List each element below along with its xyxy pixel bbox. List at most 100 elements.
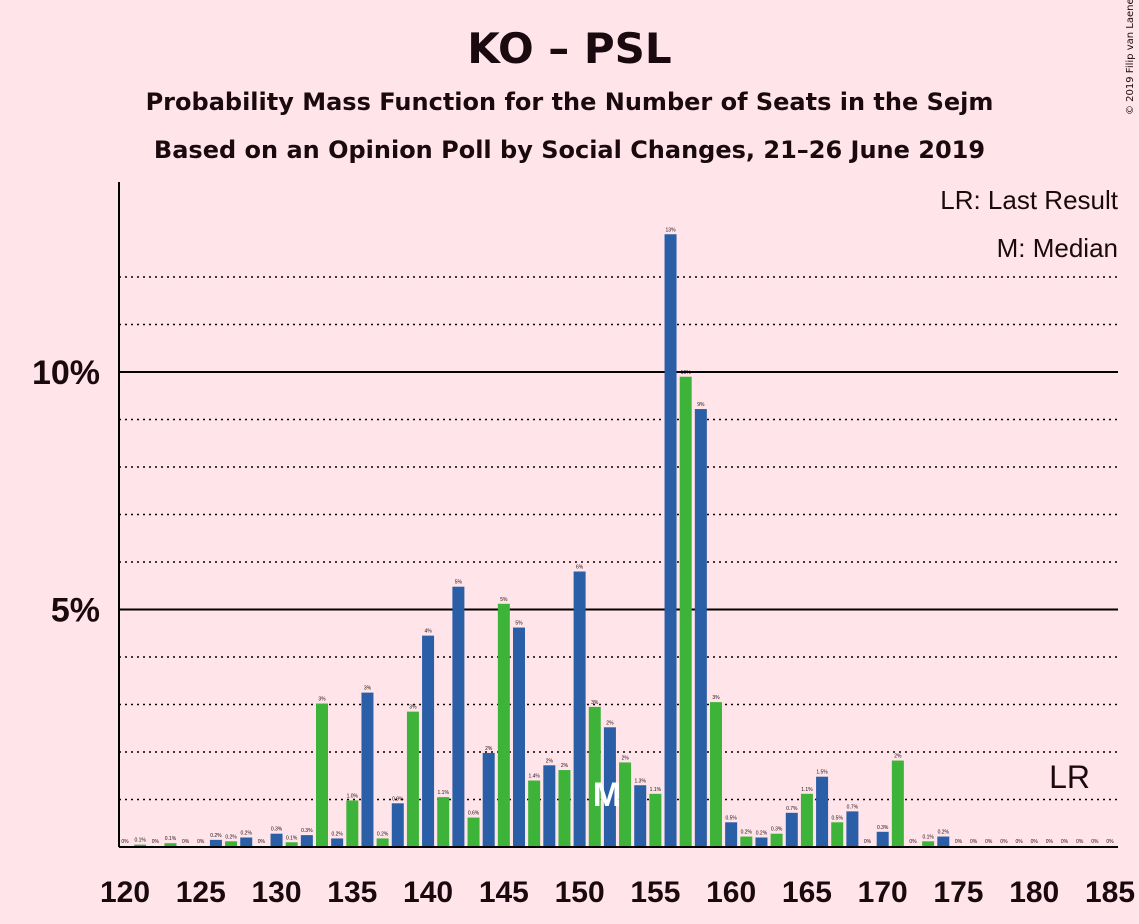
bar [497,603,510,847]
bar [876,831,889,847]
bar-value-label: 0% [182,839,190,845]
bar [467,817,480,847]
bar-value-label: 2% [894,754,902,760]
bar-value-label: 1.5% [816,770,828,776]
bar-value-label: 1.0% [347,793,359,799]
bar-value-label: 0% [909,839,917,845]
bar-value-label: 3% [591,700,599,706]
bar [725,822,738,847]
bar-value-label: 0.2% [225,834,237,840]
bar [209,839,222,847]
bar [452,586,465,847]
bar [528,780,541,847]
bar-value-label: 2% [485,746,493,752]
x-tick-label: 130 [252,876,302,909]
bar-value-label: 0.9% [392,796,404,802]
x-tick-label: 165 [782,876,832,909]
bar [482,752,495,847]
bar-value-label: 2% [606,720,614,726]
bar-value-label: 13% [666,227,677,233]
bar [573,571,586,847]
axes [118,182,1118,848]
bar [619,762,632,847]
bar [664,234,677,847]
bar [891,760,904,847]
x-tick-label: 180 [1009,876,1059,909]
bar-value-label: 1.1% [650,787,662,793]
bar-value-label: 5% [455,580,463,586]
x-tick-label: 150 [555,876,605,909]
bar-value-label: 2% [546,758,554,764]
bar [164,843,177,847]
bar-value-label: 0.3% [771,827,783,833]
bar-value-label: 3% [364,686,372,692]
bar-value-label: 0% [152,839,160,845]
chart-subtitle-1: Probability Mass Function for the Number… [145,88,994,116]
bar [785,812,798,847]
bar-value-label: 0% [1076,839,1084,845]
bar [740,836,753,847]
bar-value-label: 0.5% [832,815,844,821]
bar [346,800,359,847]
bar [937,836,950,847]
bar-value-label: 0.2% [377,831,389,837]
bar-value-label: 0% [197,839,205,845]
bars [119,234,1116,847]
chart-subtitle-2: Based on an Opinion Poll by Social Chang… [153,136,986,164]
bar-value-label: 0.1% [134,838,146,844]
last-result-marker: LR [1049,759,1090,795]
x-tick-label: 160 [706,876,756,909]
bar [543,765,556,847]
bar-value-label: 0% [955,839,963,845]
bar [603,727,616,847]
bar [331,838,344,847]
bar-value-label: 0.6% [468,811,480,817]
bar [770,833,783,847]
bar-value-label: 0.2% [756,831,768,837]
y-tick-label: 10% [32,354,100,392]
bar [134,844,147,847]
bar-value-label: 0.3% [301,828,313,834]
bar-value-label: 0.2% [210,833,222,839]
bar-value-label: 0.2% [241,831,253,837]
bar-value-label: 5% [515,621,523,627]
legend-median: M: Median [997,233,1118,263]
gridlines [119,276,1118,801]
bar-value-label: 3% [712,695,720,701]
bar [558,770,571,847]
bar-value-label: 0% [1015,839,1023,845]
bar-value-label: 0.7% [847,804,859,810]
bar [800,793,813,847]
bar [679,376,692,847]
bar-value-label: 0.1% [922,834,934,840]
bar-value-label: 3% [409,705,417,711]
bar-value-label: 1.1% [801,787,813,793]
bar [270,833,283,847]
bar [755,837,768,847]
bar-value-label: 3% [318,697,326,703]
bar-value-label: 1.4% [528,774,540,780]
bar-value-label: 6% [576,565,584,571]
bar-value-label: 4% [424,629,432,635]
x-tick-label: 135 [327,876,377,909]
x-tick-label: 155 [630,876,680,909]
bar-value-label: 0% [258,839,266,845]
bar-value-label: 0.7% [786,806,798,812]
chart-title: KO – PSL [467,24,672,73]
bar-value-label: 0.1% [165,836,177,842]
bar-value-label: 0% [1031,839,1039,845]
bar [694,409,707,847]
bar-value-label: 0.3% [877,825,889,831]
bar [816,776,829,847]
bar-value-label: 0.2% [331,831,343,837]
bar [391,803,404,847]
bar-value-label: 0.3% [271,827,283,833]
bar-value-label: 0.2% [938,830,950,836]
bar [376,838,389,847]
bar-value-label: 0.5% [725,815,737,821]
x-tick-labels: 120 125 130 135 140 145 150 155 160 165 170 175 180 1… [100,876,1135,909]
bar-value-label: 0% [1106,839,1114,845]
bar-value-label: 1.3% [635,778,647,784]
bar [922,841,935,847]
